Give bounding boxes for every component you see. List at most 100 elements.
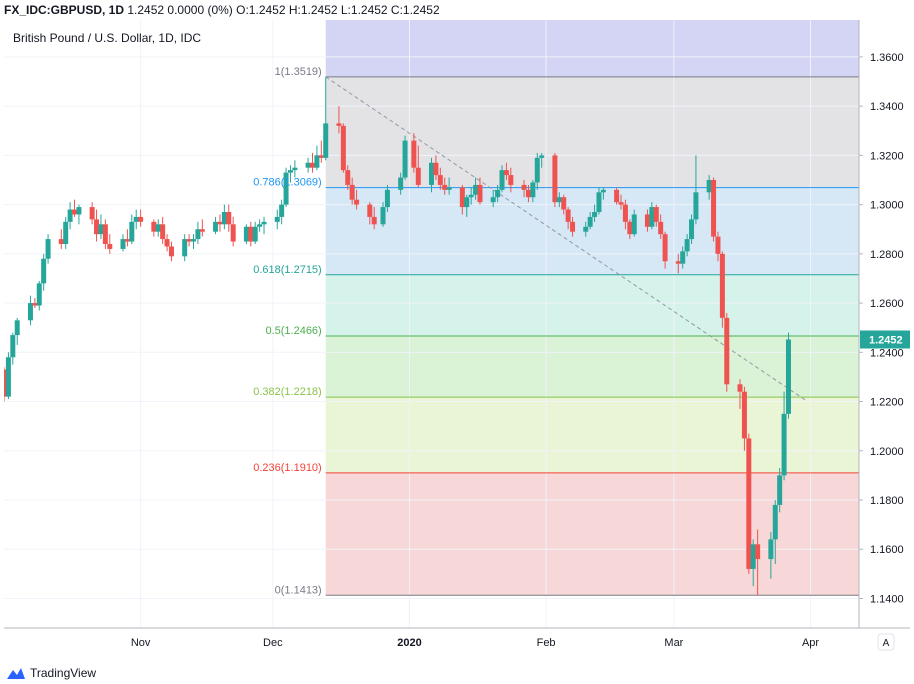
candle: [138, 209, 144, 227]
candle: [711, 177, 717, 242]
candle-body: [495, 189, 501, 198]
candle: [755, 529, 761, 596]
candle: [442, 177, 448, 195]
candle: [336, 106, 342, 134]
candle: [614, 187, 620, 205]
candle: [243, 224, 249, 244]
candle: [107, 234, 113, 254]
candle-body: [217, 221, 223, 225]
candle-body: [213, 221, 219, 232]
candle: [534, 152, 540, 190]
candle-body: [503, 170, 509, 176]
candle-body: [120, 239, 126, 249]
candle-body: [345, 170, 351, 185]
y-tick-label: 1.1400: [870, 593, 904, 605]
candle: [213, 216, 219, 235]
candle: [133, 209, 139, 230]
auto-scale-label: A: [883, 638, 890, 649]
candle-body: [711, 180, 717, 237]
y-tick-label: 1.2600: [870, 298, 904, 310]
candle-body: [680, 251, 686, 264]
candle-body: [693, 192, 699, 220]
candle-body: [195, 229, 201, 240]
candle: [693, 155, 699, 225]
chart-header: FX_IDC:GBPUSD, 1D 1.2452 0.0000 (0%) O:1…: [4, 3, 440, 19]
candle: [89, 202, 95, 225]
candle: [191, 234, 197, 249]
candle-body: [706, 180, 712, 193]
candle: [556, 192, 562, 208]
candle-body: [138, 216, 144, 222]
candle-body: [653, 207, 659, 222]
candle-body: [737, 384, 743, 392]
candle-body: [384, 189, 390, 208]
candle: [675, 253, 681, 274]
candle: [437, 167, 443, 190]
candle: [785, 332, 791, 419]
candle-body: [561, 197, 567, 210]
candle-body: [27, 303, 33, 321]
candle: [72, 199, 78, 217]
chart-area[interactable]: 1(1.3519) 0.786(1.3069) 0.618(1.2715) 0.5(1…: [1, 20, 910, 656]
candle-body: [565, 209, 571, 222]
candle: [631, 209, 637, 237]
candle-body: [305, 162, 311, 168]
candle: [292, 160, 298, 178]
candle-body: [41, 258, 47, 284]
candle: [283, 167, 289, 208]
candle-body: [186, 239, 192, 242]
candle-body: [684, 239, 690, 252]
fib-level-label: 0.236(1.1910): [253, 462, 322, 474]
candle: [371, 207, 377, 230]
candle: [777, 468, 783, 513]
fib-level-label: 0.786(1.3069): [253, 177, 322, 189]
candle-body: [107, 244, 113, 249]
candle-body: [63, 221, 69, 244]
candle-body: [583, 226, 589, 232]
candle: [446, 177, 452, 195]
candle: [279, 199, 285, 225]
candle: [67, 202, 73, 230]
candle-body: [658, 221, 664, 235]
candle: [719, 251, 725, 328]
candle-body: [649, 207, 655, 227]
candle: [287, 165, 293, 183]
auto-scale-button[interactable]: [877, 633, 895, 651]
candle: [195, 221, 201, 244]
candle-body: [340, 125, 346, 171]
candle-body: [160, 224, 166, 240]
candle-body: [772, 504, 778, 540]
candle: [565, 207, 571, 230]
candle: [129, 214, 135, 244]
candle: [768, 532, 774, 579]
candle-body: [534, 157, 540, 183]
candle-body: [10, 335, 16, 358]
candle: [715, 231, 721, 262]
candle-body: [151, 221, 157, 232]
candle: [459, 184, 465, 215]
candle-body: [429, 162, 434, 185]
candle-body: [539, 155, 545, 158]
candle-body: [525, 189, 531, 198]
candle: [587, 212, 593, 230]
candle-body: [433, 162, 439, 176]
y-tick-label: 1.2800: [870, 249, 904, 261]
y-tick-label: 1.1600: [870, 544, 904, 556]
y-tick-label: 1.3000: [870, 200, 904, 212]
candle-body: [314, 155, 320, 168]
candle-body: [380, 207, 386, 225]
candle-body: [318, 155, 324, 158]
brand-logo[interactable]: TradingView: [6, 664, 96, 682]
tradingview-icon: [7, 668, 25, 679]
price-chart[interactable]: 1(1.3519) 0.786(1.3069) 0.618(1.2715) 0.5(1…: [1, 20, 910, 656]
candle-body: [459, 187, 465, 208]
x-tick-label: Feb: [537, 637, 556, 649]
candle-body: [226, 212, 232, 225]
candle: [508, 167, 514, 193]
candle: [477, 177, 483, 205]
fib-zone: [325, 397, 859, 473]
candle-body: [336, 123, 342, 126]
candle: [32, 298, 38, 308]
candle-body: [168, 246, 174, 257]
candle-body: [464, 197, 470, 208]
